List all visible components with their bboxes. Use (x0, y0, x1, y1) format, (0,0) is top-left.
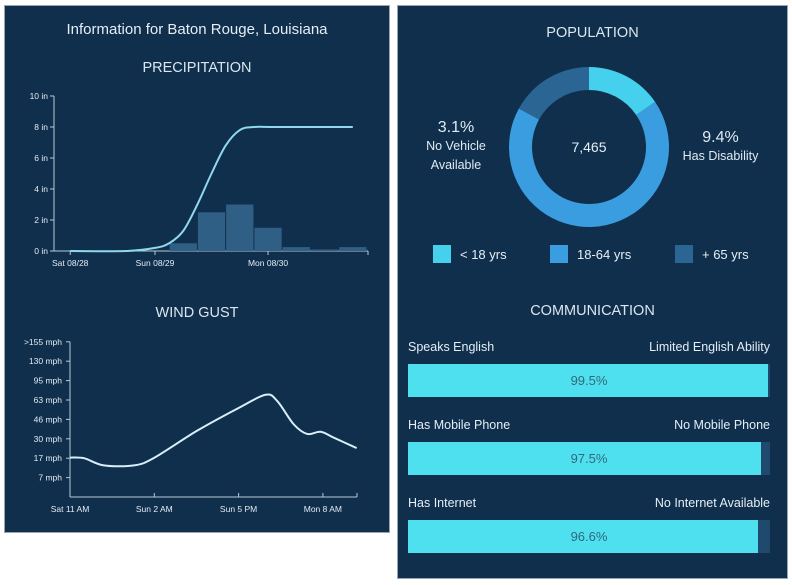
precip-bar (226, 204, 254, 251)
comm-left-label: Has Internet (408, 496, 477, 510)
legend-under-18: < 18 yrs (433, 245, 507, 263)
wind-gust-line (69, 393, 358, 468)
comm-bar-fill (408, 364, 769, 397)
y-tick-label: 4 in (34, 184, 48, 194)
y-tick-label: 8 in (34, 122, 48, 132)
comm-left-label: Has Mobile Phone (408, 418, 511, 432)
comm-bar-fill (408, 442, 761, 475)
weather-panel: Information for Baton Rouge, Louisiana P… (4, 5, 390, 533)
comm-progress-bar: 97.5% (408, 442, 770, 475)
x-tick-label: Mon 8 AM (304, 504, 342, 514)
comm-progress-bar: 96.6% (408, 520, 770, 553)
no-vehicle-label: No Vehicle (426, 139, 486, 153)
y-tick-label: 17 mph (34, 453, 63, 463)
donut-segment (518, 67, 589, 120)
y-tick-label: 6 in (34, 153, 48, 163)
population-total: 7,465 (571, 139, 606, 155)
y-tick-label: 63 mph (34, 395, 63, 405)
precip-bar (339, 247, 367, 251)
x-tick-label: Sun 5 PM (220, 504, 257, 514)
panel-title: Information for Baton Rouge, Louisiana (66, 21, 328, 38)
no-vehicle-value: 3.1% (437, 119, 475, 136)
comm-progress-bar: 99.5% (408, 364, 770, 397)
precip-bar (282, 247, 310, 251)
comm-percent: 96.6% (570, 529, 608, 544)
no-vehicle-label-2: Available (430, 158, 482, 172)
precip-bar (310, 249, 339, 251)
donut-segment (509, 102, 669, 228)
comm-right-label: Limited English Ability (649, 340, 770, 354)
wind-gust-title: WIND GUST (155, 305, 239, 321)
disability-stat: 9.4% Has Disability (668, 128, 773, 166)
y-tick-label: >155 mph (24, 337, 62, 347)
legend-label: < 18 yrs (460, 246, 507, 262)
no-vehicle-stat: 3.1% No Vehicle Available (406, 118, 506, 175)
x-tick-label: Sun 2 AM (136, 504, 173, 514)
y-tick-label: 0 in (34, 246, 48, 256)
y-tick-label: 130 mph (29, 356, 62, 366)
legend-18-64: 18-64 yrs (550, 245, 631, 263)
precipitation-title: PRECIPITATION (142, 60, 252, 76)
legend-swatch (675, 245, 693, 263)
comm-right-label: No Internet Available (654, 496, 770, 510)
weather-charts: 0 in 2 in 4 in 6 in 8 in 10 in Sat 08/28 Sun 08… (24, 91, 369, 514)
precip-bar (197, 212, 226, 251)
comm-percent: 97.5% (570, 451, 608, 466)
x-tick-label: Sun 08/29 (136, 258, 175, 268)
y-tick-label: 7 mph (38, 473, 62, 483)
legend-label: 18-64 yrs (577, 246, 632, 262)
population-title: POPULATION (546, 25, 639, 41)
legend-swatch (550, 245, 568, 263)
y-tick-label: 46 mph (34, 414, 63, 424)
y-tick-label: 2 in (34, 215, 48, 225)
x-tick-label: Mon 08/30 (248, 258, 288, 268)
donut-segment (589, 67, 656, 115)
x-tick-label: Sat 08/28 (52, 258, 89, 268)
comm-bar-fill (408, 520, 758, 553)
x-tick-label: Sat 11 AM (51, 504, 90, 514)
y-tick-label: 95 mph (34, 376, 63, 386)
comm-left-label: Speaks English (408, 340, 495, 354)
legend-65-plus: + 65 yrs (675, 245, 749, 263)
cumulative-precip-line (70, 125, 353, 253)
precip-bar (254, 227, 282, 251)
disability-value: 9.4% (702, 129, 739, 146)
communication-title: COMMUNICATION (530, 303, 655, 319)
disability-label: Has Disability (682, 149, 759, 163)
y-tick-label: 30 mph (34, 434, 63, 444)
legend-label: + 65 yrs (702, 246, 749, 262)
y-tick-label: 10 in (30, 91, 49, 101)
demographics-panel: POPULATION 7,465 3.1% No Vehicle Availab… (397, 5, 788, 579)
comm-right-label: No Mobile Phone (674, 418, 770, 432)
comm-percent: 99.5% (570, 373, 608, 388)
population-donut: 7,465 (509, 67, 669, 228)
precip-bar (169, 243, 197, 251)
legend-swatch (433, 245, 451, 263)
